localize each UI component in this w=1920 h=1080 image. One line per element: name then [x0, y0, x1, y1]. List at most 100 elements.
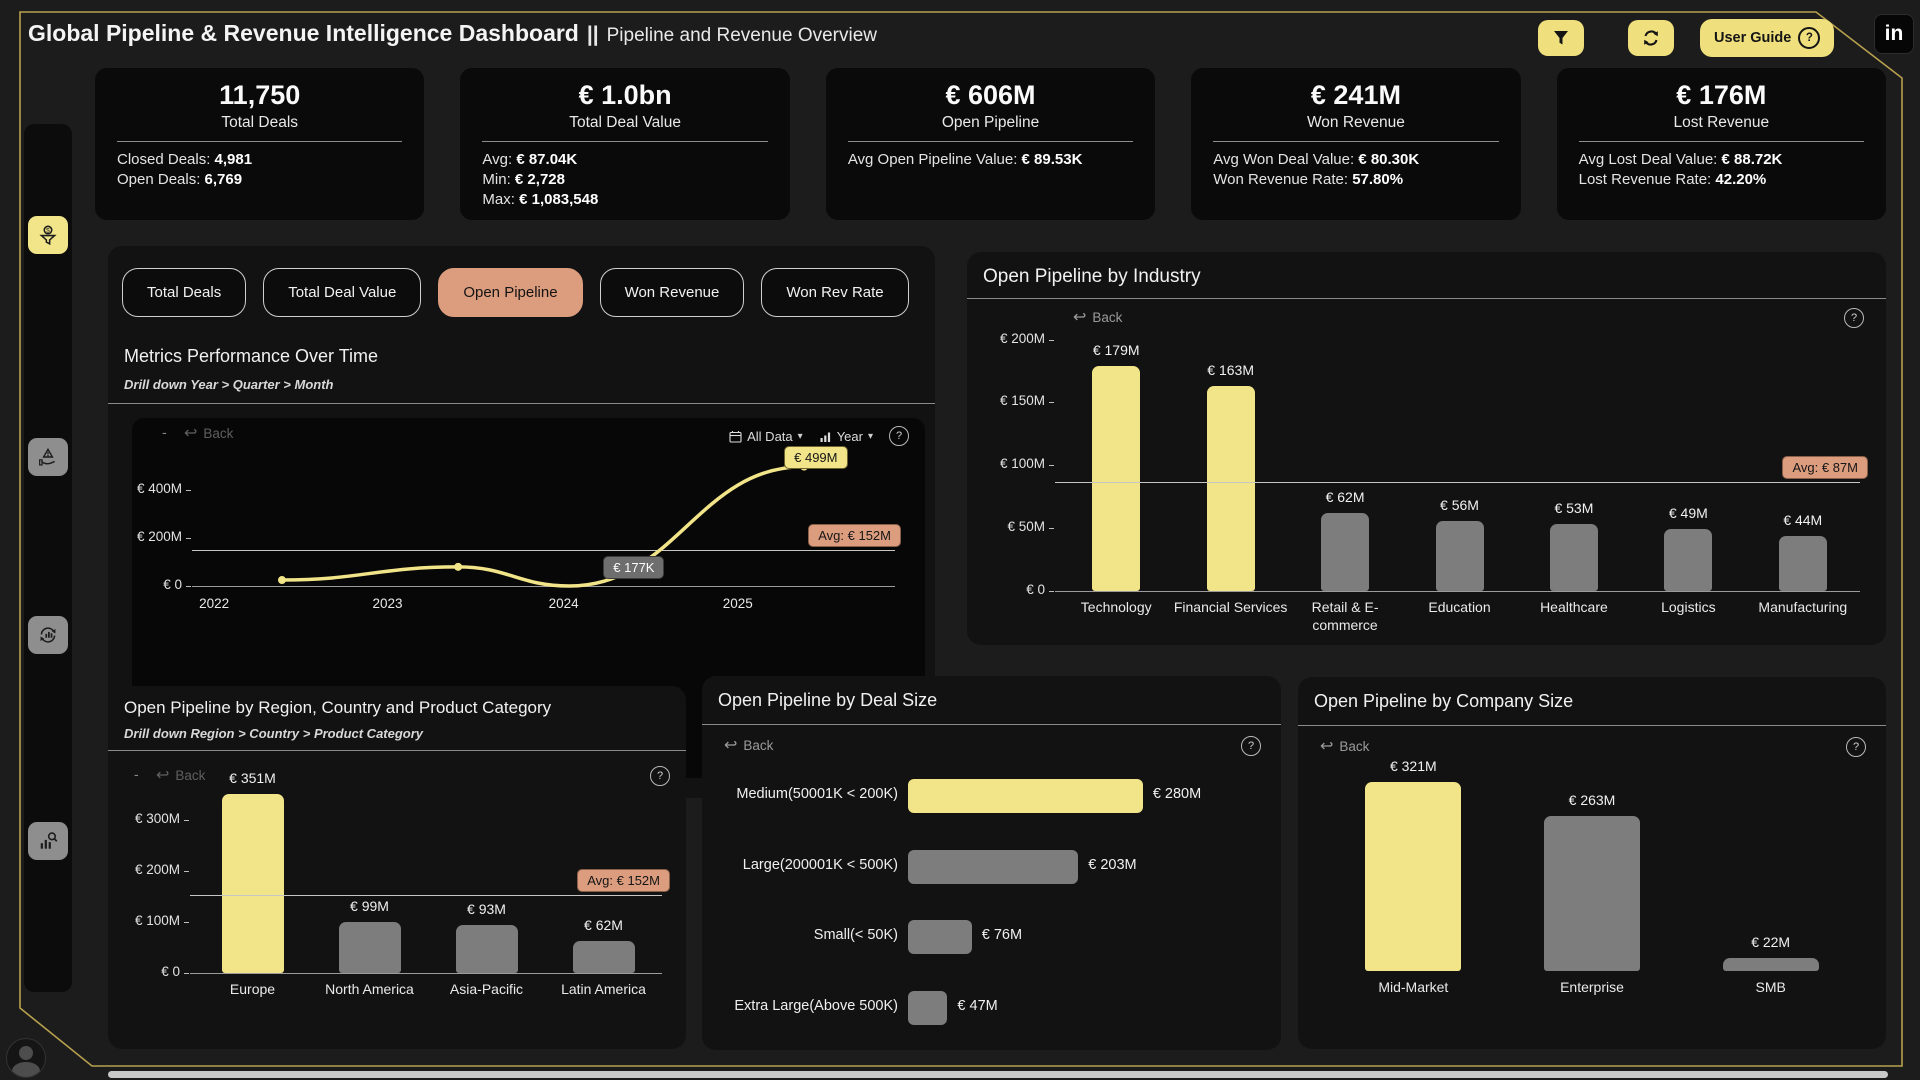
bar-value-label: € 203M — [1088, 856, 1137, 873]
bar-value-label: € 44M — [1783, 511, 1823, 528]
data-point[interactable] — [277, 576, 286, 585]
kpi-detail: Open Deals: 6,769 — [117, 171, 402, 188]
granularity-dropdown[interactable]: Year ▾ — [819, 429, 873, 444]
tab-won-rev-rate[interactable]: Won Rev Rate — [761, 268, 909, 317]
kpi-value: 11,750 — [219, 80, 301, 110]
deal-size-back-button[interactable]: ↩ Back — [724, 736, 773, 754]
kpi-divider — [847, 141, 1134, 142]
question-circle-icon: ? — [1798, 27, 1821, 49]
help-icon[interactable]: ? — [889, 426, 909, 446]
kpi-label: Total Deal Value — [569, 114, 681, 131]
kpi-detail: Avg: € 87.04K — [482, 151, 767, 168]
bar-value-label: € 62M — [1325, 489, 1365, 506]
tick-mark — [1049, 465, 1054, 467]
page-title-row: Global Pipeline & Revenue Intelligence D… — [28, 20, 877, 47]
kpi-detail-label: Closed Deals: — [117, 151, 215, 168]
sidebar-item-chart-magnifier[interactable] — [28, 822, 68, 860]
bar-technology[interactable] — [1092, 365, 1141, 591]
bar-value-label: € 49M — [1668, 505, 1708, 522]
bar-healthcare[interactable] — [1549, 524, 1598, 591]
bar-medium-50001k-200k[interactable] — [908, 779, 1143, 813]
refresh-button[interactable] — [1628, 20, 1674, 56]
page-title: Global Pipeline & Revenue Intelligence D… — [28, 20, 579, 46]
y-axis-tick: € 100M — [134, 912, 180, 928]
bar-large-200001k-500k[interactable] — [908, 849, 1079, 884]
tick-mark — [184, 870, 189, 872]
bar-smb[interactable] — [1722, 958, 1819, 971]
user-guide-button[interactable]: User Guide ? — [1700, 19, 1835, 57]
bar-north-america[interactable] — [338, 922, 401, 973]
kpi-detail: Max: € 1,083,548 — [482, 191, 767, 208]
bar-retail-e-commerce[interactable] — [1321, 513, 1370, 591]
y-axis-tick: € 200M — [134, 861, 180, 877]
bar-enterprise[interactable] — [1544, 816, 1640, 971]
bar-manufacturing[interactable] — [1778, 535, 1827, 591]
x-axis-tick: 2022 — [199, 596, 230, 611]
bar-value-label: € 321M — [1389, 758, 1437, 775]
average-pill: Avg: € 87M — [1782, 455, 1868, 479]
bar-value-label: € 56M — [1440, 496, 1479, 513]
tick-mark — [1049, 591, 1054, 592]
tab-open-pipeline[interactable]: Open Pipeline — [438, 268, 583, 317]
bar-small-50k[interactable] — [908, 920, 972, 954]
filter-button[interactable] — [1538, 20, 1584, 56]
bar-logistics[interactable] — [1664, 529, 1713, 591]
kpi-detail-value: € 1,083,548 — [519, 191, 599, 208]
undo-arrow-icon: ↩ — [1073, 308, 1087, 326]
kpi-detail-label: Avg Open Pipeline Value: — [847, 151, 1022, 168]
back-label: Back — [175, 768, 206, 783]
kpi-value: € 241M — [1310, 80, 1401, 110]
bar-mid-market[interactable] — [1365, 782, 1462, 971]
bar-asia-pacific[interactable] — [455, 925, 518, 973]
bar-value-label: € 99M — [350, 898, 389, 915]
metrics-back-button[interactable]: ↩ Back — [184, 425, 233, 441]
industry-back-button[interactable]: ↩ Back — [1073, 308, 1122, 326]
row-label: Medium(50001K < 200K) — [736, 786, 898, 802]
undo-arrow-icon: ↩ — [724, 736, 738, 754]
tick-mark — [186, 538, 191, 540]
horizontal-scrollbar[interactable] — [108, 1071, 1888, 1078]
metrics-panel-subtitle: Drill down Year > Quarter > Month — [124, 377, 334, 392]
tab-won-revenue[interactable]: Won Revenue — [599, 268, 745, 317]
bar-latin-america[interactable] — [572, 941, 635, 973]
kpi-detail-value: 57.80% — [1352, 171, 1404, 188]
category-label: Technology — [1080, 599, 1152, 615]
kpi-detail-value: € 80.30K — [1358, 151, 1420, 168]
deal-size-bar-chart: Medium(50001K < 200K) € 280M Large(200001K… — [702, 676, 1281, 1050]
bar-financial-services[interactable] — [1206, 386, 1255, 591]
avatar[interactable] — [6, 1038, 46, 1078]
help-icon[interactable]: ? — [650, 766, 670, 786]
help-icon[interactable]: ? — [1846, 737, 1866, 757]
tab-total-deal-value[interactable]: Total Deal Value — [263, 268, 422, 317]
point-label: € 177K — [603, 556, 665, 579]
tick-mark — [186, 586, 191, 587]
bar-extra-large-above-500k[interactable] — [908, 990, 948, 1025]
y-axis-tick: € 400M — [136, 481, 182, 497]
category-label: Healthcare — [1540, 599, 1608, 615]
kpi-label: Total Deals — [221, 114, 299, 131]
kpi-detail: Avg Open Pipeline Value: € 89.53K — [848, 151, 1133, 168]
tick-mark — [184, 921, 189, 923]
chart-magnifier-icon — [40, 832, 58, 849]
kpi-detail-value: € 87.04K — [516, 151, 578, 168]
sidebar-item-hand-risk[interactable] — [28, 438, 68, 476]
tab-total-deals[interactable]: Total Deals — [122, 268, 247, 317]
x-axis-tick: 2025 — [722, 596, 753, 611]
bar-education[interactable] — [1435, 520, 1484, 591]
data-point[interactable] — [454, 562, 463, 571]
kpi-detail-label: Avg Lost Deal Value: — [1578, 151, 1722, 168]
sidebar-item-renewal-chart[interactable] — [28, 616, 68, 654]
y-axis-tick: € 300M — [134, 810, 180, 826]
sidebar-item-funnel-dollar[interactable]: $ — [28, 216, 68, 254]
linkedin-badge[interactable]: in — [1874, 14, 1914, 54]
help-icon[interactable]: ? — [1844, 308, 1864, 328]
region-back-button[interactable]: ↩ Back — [156, 767, 206, 783]
kpi-value: € 1.0bn — [578, 80, 672, 110]
company-size-back-button[interactable]: ↩ Back — [1320, 738, 1369, 754]
x-axis-tick: 2024 — [548, 596, 579, 611]
date-range-value: All Data — [747, 428, 793, 444]
date-range-dropdown[interactable]: All Data ▾ — [729, 429, 803, 444]
help-icon[interactable]: ? — [1241, 736, 1261, 756]
bar-europe[interactable] — [221, 793, 284, 973]
x-axis-line — [1055, 591, 1860, 592]
